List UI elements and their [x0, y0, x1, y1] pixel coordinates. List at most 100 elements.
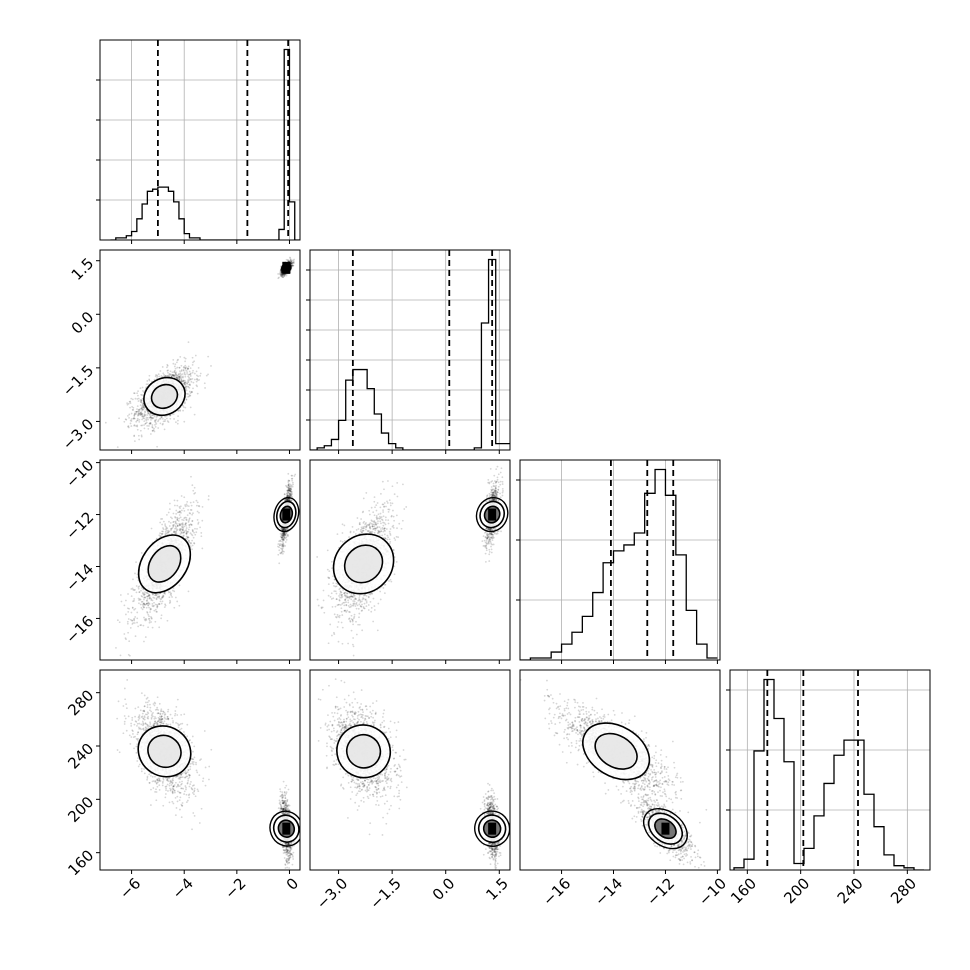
panel-content	[317, 678, 510, 870]
x-tick-label: −14	[591, 874, 626, 909]
density-peak	[282, 261, 291, 274]
y-tick-label: −3.0	[59, 415, 97, 453]
scatter-points	[317, 678, 503, 870]
panels-layer: −3.0−1.50.01.5−16−14−12−10160200240280−6…	[59, 39, 931, 913]
contour-line	[279, 505, 294, 524]
contour-line	[483, 505, 501, 524]
panel-frame	[99, 249, 301, 451]
panel-content	[100, 40, 300, 240]
panel-p0-vs-p0	[96, 39, 301, 244]
x-tick-label: −12	[643, 874, 678, 909]
density-core	[596, 734, 636, 769]
x-tick-label: 0.0	[429, 874, 459, 904]
x-tick-label: 0	[283, 874, 302, 893]
panel-frame	[309, 459, 511, 661]
x-tick-label: 160	[727, 874, 760, 907]
contour-line	[479, 500, 506, 529]
density-core	[347, 735, 380, 767]
x-tick-label: 1.5	[482, 874, 512, 904]
contour-line	[332, 533, 395, 595]
contour-line	[654, 818, 677, 840]
density-core	[149, 546, 180, 581]
y-tick-label: 280	[64, 686, 97, 719]
panel-p3-vs-p0: 160 200 240 280 −6 −4 −2 0	[64, 669, 302, 903]
scatter-points	[116, 670, 296, 870]
y-tick-label: −16	[62, 612, 97, 647]
panel-frame	[309, 249, 511, 451]
contour-line	[336, 724, 392, 779]
contour-line	[143, 376, 186, 417]
panel-p2-vs-p2	[516, 459, 721, 664]
panel-content	[310, 250, 510, 450]
y-tick-label: −1.5	[59, 361, 97, 399]
density-peak	[488, 508, 497, 521]
density-peak	[488, 822, 497, 835]
histogram-p2	[520, 468, 718, 660]
y-tick-label: 1.5	[68, 254, 98, 284]
x-tick-label: −1.5	[366, 874, 404, 912]
histogram-p0	[110, 48, 300, 240]
x-tick-label: −4	[169, 874, 197, 902]
contour-line	[147, 734, 182, 769]
contour-line	[137, 725, 192, 778]
contour-line	[594, 732, 638, 770]
panel-content	[115, 472, 300, 657]
panel-p1-vs-p0: −3.0 −1.5 0.0 1.5	[59, 249, 301, 454]
x-tick-label: −2	[221, 874, 249, 902]
contour-line	[477, 814, 507, 844]
density-peak	[282, 508, 291, 521]
contour-line	[474, 810, 510, 847]
panel-content	[316, 465, 509, 657]
panel-p3-vs-p3: 160 200 240 280	[726, 669, 931, 907]
x-tick-label: −10	[695, 874, 730, 909]
contour-line	[275, 500, 297, 529]
x-tick-label: 240	[834, 874, 867, 907]
panel-frame	[729, 669, 931, 871]
x-tick-label: 200	[780, 874, 813, 907]
contour-line	[277, 819, 296, 838]
scatter-points	[115, 472, 297, 657]
contour-line	[147, 544, 182, 583]
panel-frame	[519, 669, 721, 871]
contour-line	[345, 733, 382, 769]
panel-p2-vs-p0: −16 −14 −12 −10	[62, 456, 301, 664]
contour-line	[475, 496, 509, 533]
contour-line	[482, 819, 502, 839]
panel-p3-vs-p2: −16 −14 −12 −10	[519, 669, 730, 909]
panel-content	[104, 256, 296, 449]
density-peak	[661, 822, 670, 835]
panel-content	[116, 670, 300, 870]
panel-frame	[309, 669, 511, 871]
panel-content	[730, 670, 930, 870]
contour-line	[150, 383, 179, 410]
contour-line	[273, 496, 300, 533]
x-tick-label: −3.0	[313, 874, 351, 912]
panel-frame	[99, 459, 301, 661]
contour-line	[272, 814, 300, 843]
panel-frame	[519, 459, 721, 661]
panel-content	[520, 460, 720, 660]
y-tick-label: −12	[62, 508, 97, 543]
contour-line	[137, 534, 192, 594]
histogram-p1	[310, 258, 510, 450]
density-peak	[282, 822, 291, 835]
panel-frame	[99, 669, 301, 871]
contour-line	[642, 808, 688, 850]
panel-p3-vs-p1: −3.0 −1.5 0.0 1.5	[309, 669, 512, 913]
y-tick-label: 160	[64, 846, 97, 879]
y-tick-label: −10	[62, 456, 97, 491]
scatter-points	[104, 256, 296, 449]
y-tick-label: 200	[64, 793, 97, 826]
panel-p1-vs-p1	[306, 249, 511, 454]
y-tick-label: −14	[62, 560, 97, 595]
contour-line	[343, 544, 384, 584]
panel-content	[520, 679, 708, 869]
panel-p2-vs-p1	[309, 459, 511, 664]
y-tick-label: 0.0	[68, 308, 98, 338]
x-tick-label: −6	[116, 874, 144, 902]
histogram-p3	[733, 678, 924, 870]
contour-line	[269, 810, 300, 847]
x-tick-label: −16	[539, 874, 574, 909]
contour-line	[647, 812, 684, 845]
